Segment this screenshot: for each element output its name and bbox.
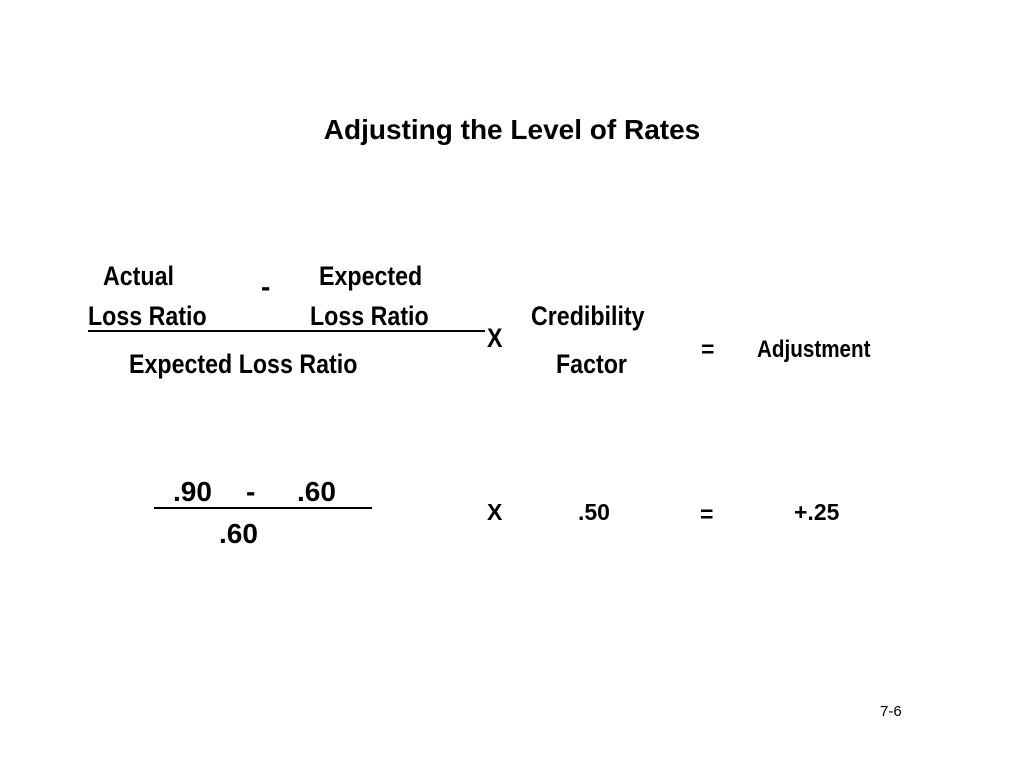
example-expected-value: .60 <box>297 476 336 507</box>
times-sign: X <box>487 323 503 353</box>
equals-sign: = <box>701 336 715 362</box>
adjustment-label: Adjustment <box>757 336 871 363</box>
example-actual-value: .90 <box>173 476 212 507</box>
example-credibility-value: .50 <box>578 499 610 525</box>
fraction-bar <box>88 330 485 332</box>
expected-label: Expected <box>319 261 423 291</box>
example-times-sign: X <box>487 499 503 525</box>
minus-sign: - <box>261 271 271 302</box>
example-minus-sign: - <box>246 476 256 507</box>
example-adjustment-value: +.25 <box>794 499 840 525</box>
example-equals-sign: = <box>700 501 714 527</box>
factor-label: Factor <box>556 349 627 379</box>
slide-title: Adjusting the Level of Rates <box>323 114 701 145</box>
loss-ratio-label-left: Loss Ratio <box>88 301 207 331</box>
actual-label: Actual <box>103 261 174 291</box>
credibility-label: Credibility <box>531 301 645 331</box>
loss-ratio-label-right: Loss Ratio <box>310 301 429 331</box>
example-fraction-bar <box>154 507 372 509</box>
denominator-label: Expected Loss Ratio <box>129 349 358 379</box>
page-number: 7-6 <box>880 703 902 720</box>
example-denominator-value: .60 <box>219 518 258 549</box>
